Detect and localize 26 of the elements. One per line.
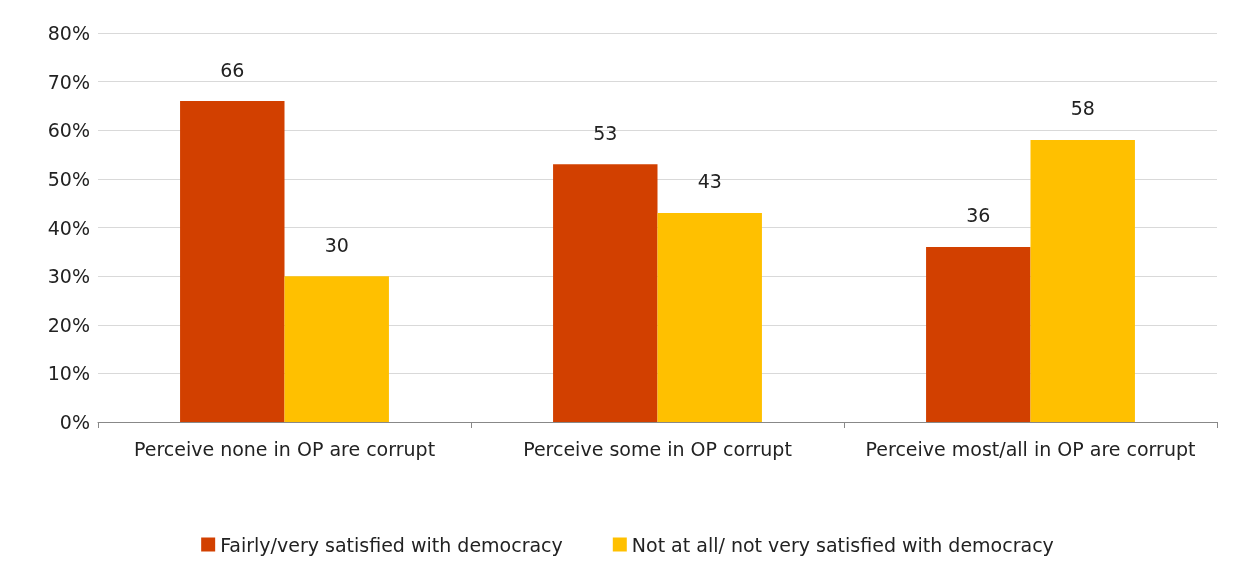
bar xyxy=(1030,139,1135,422)
data-label: 36 xyxy=(966,204,991,227)
x-tick-label: Perceive none in OP are corrupt xyxy=(133,437,436,460)
y-tick-label: 70% xyxy=(47,70,90,93)
y-tick-label: 20% xyxy=(47,313,90,336)
data-label: 66 xyxy=(220,58,245,81)
legend-label: Fairly/very satisfied with democracy xyxy=(220,533,563,556)
x-tick-label: Perceive some in OP corrupt xyxy=(523,437,792,460)
y-tick-label: 80% xyxy=(47,22,90,44)
data-label: 43 xyxy=(697,170,722,193)
data-label: 30 xyxy=(324,233,349,256)
data-label: 58 xyxy=(1070,97,1095,120)
bar xyxy=(926,246,1031,422)
y-tick-label: 0% xyxy=(59,411,90,433)
y-tick-label: 10% xyxy=(47,362,90,385)
data-label: 53 xyxy=(593,121,618,144)
y-tick-label: 50% xyxy=(47,167,90,190)
x-tick-label: Perceive most/all in OP are corrupt xyxy=(865,437,1196,460)
bar xyxy=(657,212,762,422)
bar xyxy=(284,276,389,422)
y-tick-label: 60% xyxy=(47,119,90,142)
y-tick-label: 30% xyxy=(47,265,90,288)
bar xyxy=(180,101,285,422)
y-tick-label: 40% xyxy=(47,216,90,239)
bar xyxy=(553,164,658,422)
legend-label: Not at all/ not very satisfied with democracy xyxy=(631,533,1054,556)
